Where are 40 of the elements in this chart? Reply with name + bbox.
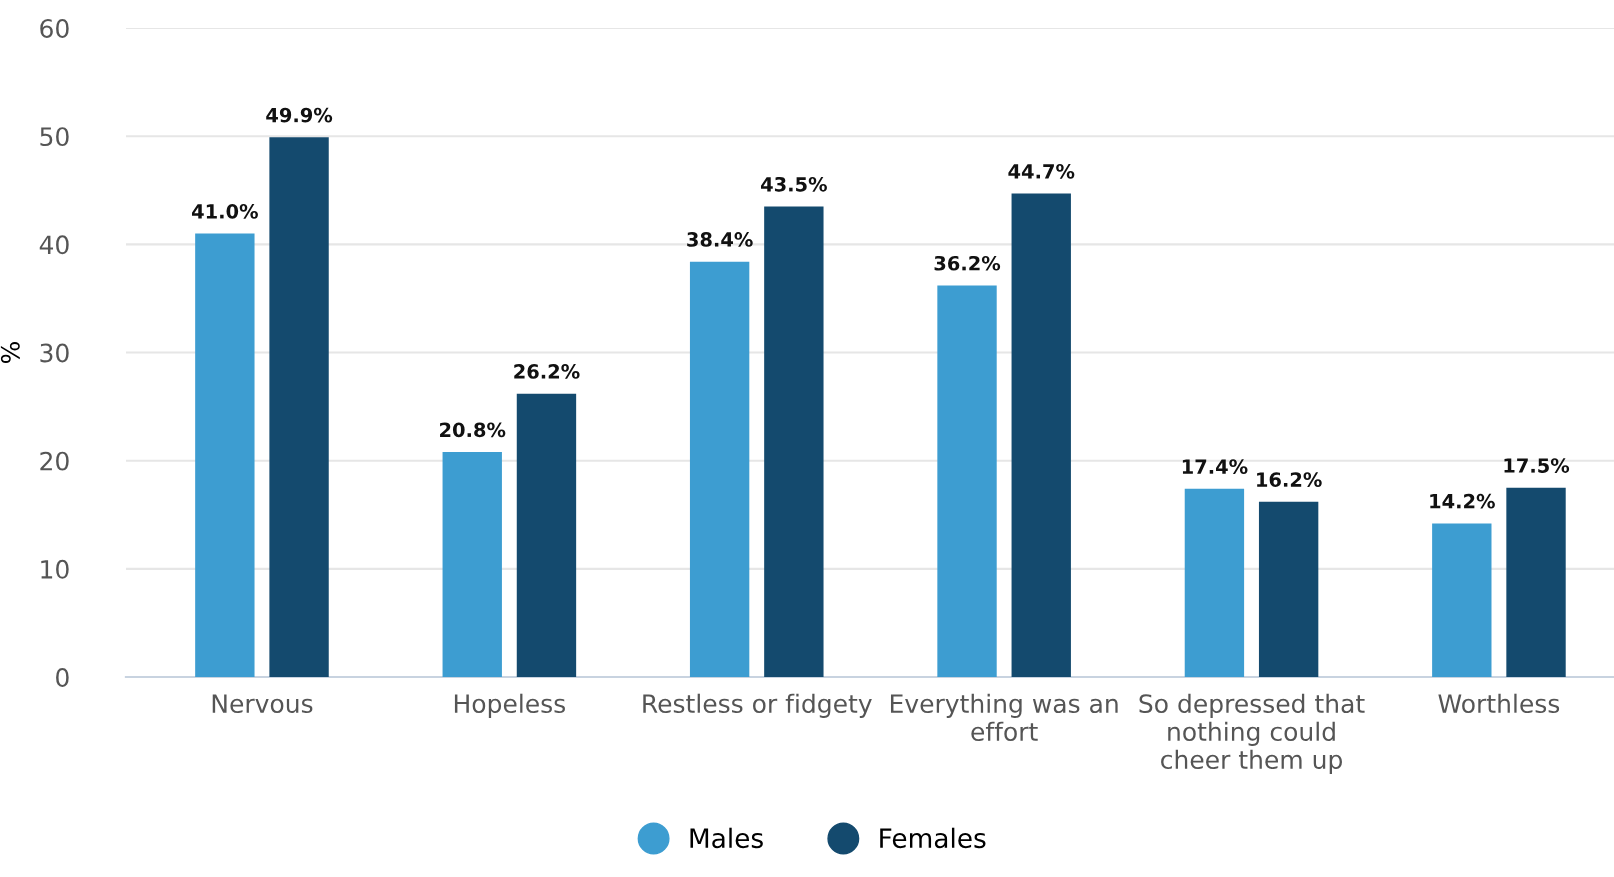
legend-label: Males <box>690 827 763 849</box>
x-tick-label: Nervous <box>212 694 313 714</box>
data-label: 20.8% <box>440 422 506 438</box>
data-label: 49.9% <box>266 107 333 123</box>
data-label: 14.2% <box>1430 493 1495 509</box>
bar <box>937 285 997 678</box>
data-label: 38.4% <box>687 232 753 247</box>
y-tick-label: 60 <box>40 19 69 38</box>
bar <box>1184 488 1245 678</box>
bar <box>1258 501 1319 678</box>
data-label: 17.5% <box>1504 458 1570 473</box>
data-label: 41.0% <box>192 203 258 219</box>
y-tick-label: 10 <box>41 559 69 579</box>
data-label: 43.5% <box>761 176 827 192</box>
bar <box>1011 193 1071 678</box>
y-tick-label: 40 <box>39 235 69 255</box>
bar <box>516 393 577 678</box>
y-tick-label: 0 <box>56 667 69 687</box>
data-label: 44.7% <box>1008 163 1075 179</box>
y-tick-label: 50 <box>40 127 69 147</box>
data-label: 16.2% <box>1257 472 1322 487</box>
x-tick-label: Worthless <box>1438 693 1560 714</box>
x-tick-label: Hopeless <box>454 693 565 718</box>
bar <box>689 261 750 678</box>
bar <box>442 452 502 678</box>
data-label: 36.2% <box>934 255 1001 271</box>
y-tick-label: 20 <box>40 451 69 471</box>
bar <box>1506 487 1566 678</box>
x-tick-label: Everything was an effort <box>890 693 1118 742</box>
legend-label: Females <box>880 827 986 849</box>
x-tick-label: So depressed that nothing could cheer them up <box>1139 693 1365 774</box>
bar <box>764 206 824 678</box>
y-axis-title: % <box>0 342 20 364</box>
x-tick-label: Restless or fidgety <box>643 693 872 718</box>
bar <box>269 137 329 678</box>
bar <box>1432 523 1492 678</box>
data-label: 26.2% <box>514 364 580 379</box>
y-tick-label: 30 <box>40 343 69 363</box>
data-label: 17.4% <box>1182 459 1248 474</box>
bar <box>195 233 255 678</box>
